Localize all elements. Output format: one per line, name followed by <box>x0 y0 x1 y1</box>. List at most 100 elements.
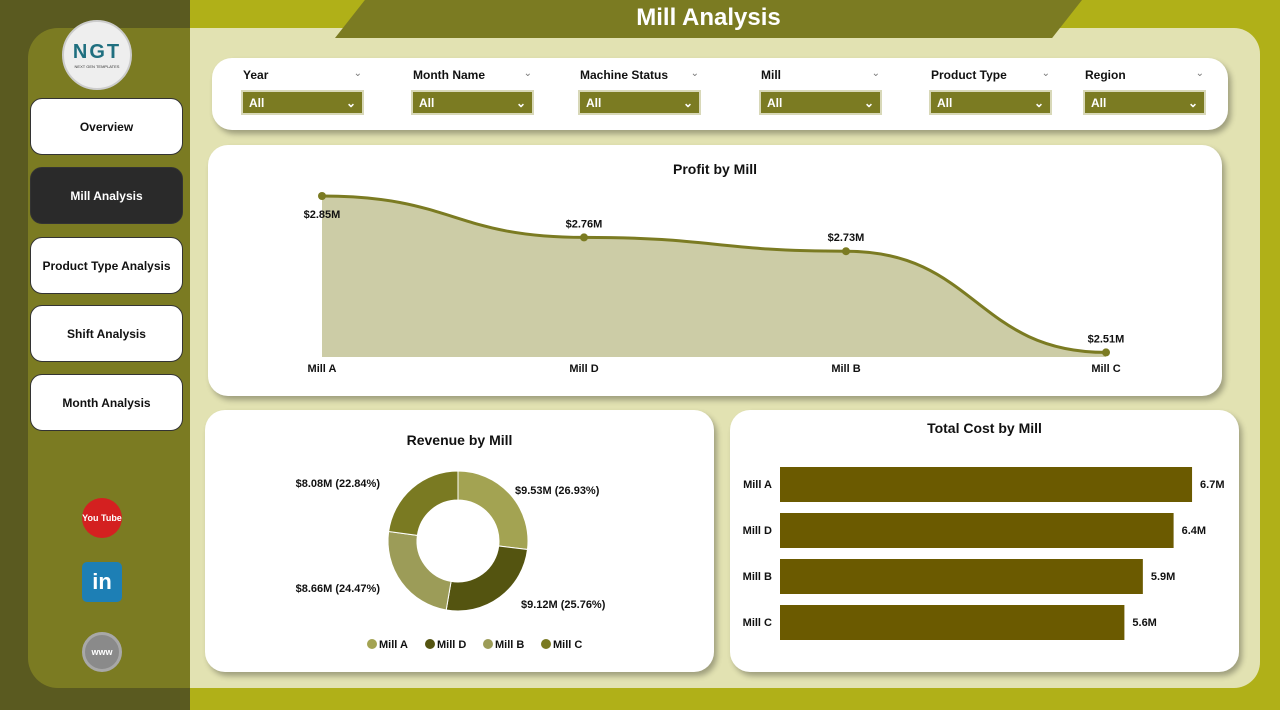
x-tick-label: Mill D <box>569 363 598 375</box>
data-label: $9.12M (25.76%) <box>521 599 606 611</box>
data-label: $8.08M (22.84%) <box>296 478 381 490</box>
logo-text: NGT <box>72 41 122 63</box>
filter-label: Month Name ⌄ <box>411 68 536 82</box>
x-tick-label: Mill C <box>1091 363 1120 375</box>
chevron-down-icon[interactable]: ⌄ <box>523 68 532 79</box>
chevron-down-icon: ⌄ <box>682 95 693 110</box>
bar-mill-a <box>780 467 1193 502</box>
profit-line <box>321 194 1107 354</box>
nav-month-analysis[interactable]: Month Analysis <box>30 374 183 431</box>
revenue-chart: $9.53M (26.93%) $9.12M (25.76%) $8.66M (24… <box>296 470 606 651</box>
data-label: $9.53M (26.93%) <box>515 485 600 497</box>
filter-label: Product Type ⌄ <box>929 68 1054 82</box>
filter-product-type: Product Type ⌄ All ⌄ <box>929 68 1054 115</box>
chevron-down-icon[interactable]: ⌄ <box>690 68 699 79</box>
filter-month-name: Month Name ⌄ All ⌄ <box>411 68 536 115</box>
filter-label-text: Product Type <box>931 68 1007 82</box>
chevron-down-icon: ⌄ <box>515 95 526 110</box>
filter-value: All <box>249 95 265 110</box>
total-cost-by-mill-card: Total Cost by Mill Mill A 6.7M Mill D 6.4M M… <box>730 410 1239 672</box>
data-point-0 <box>318 192 326 200</box>
filter-label: Mill ⌄ <box>759 68 884 82</box>
donut-slice-mill-a <box>457 470 529 551</box>
data-point-3 <box>1102 348 1110 357</box>
linkedin-icon[interactable]: in <box>82 562 122 602</box>
filter-label-text: Region <box>1085 68 1126 82</box>
cost-chart-title: Total Cost by Mill <box>927 420 1042 436</box>
y-tick-label: Mill A <box>743 479 772 491</box>
filter-dropdown[interactable]: All ⌄ <box>929 90 1052 115</box>
filter-dropdown[interactable]: All ⌄ <box>578 90 701 115</box>
logo-subtitle: NEXT GEN TEMPLATES <box>74 64 120 69</box>
data-label: 6.4M <box>1182 525 1206 537</box>
data-point-2 <box>842 247 850 256</box>
filter-label-text: Month Name <box>413 68 485 82</box>
chevron-down-icon[interactable]: ⌄ <box>1195 68 1204 79</box>
filter-value: All <box>767 95 783 110</box>
chevron-down-icon[interactable]: ⌄ <box>1041 68 1050 79</box>
filter-dropdown[interactable]: All ⌄ <box>759 90 882 115</box>
filter-dropdown[interactable]: All ⌄ <box>411 90 534 115</box>
data-label: $2.51M <box>1088 333 1125 345</box>
filter-machine-status: Machine Status ⌄ All ⌄ <box>578 68 703 115</box>
chevron-down-icon[interactable]: ⌄ <box>353 68 362 79</box>
filter-mill: Mill ⌄ All ⌄ <box>759 68 884 115</box>
filter-dropdown[interactable]: All ⌄ <box>1083 90 1206 115</box>
bar-mill-b <box>780 559 1143 594</box>
chevron-down-icon: ⌄ <box>345 95 356 110</box>
filter-label-text: Year <box>243 68 269 82</box>
revenue-chart-title: Revenue by Mill <box>406 432 513 448</box>
page-title: Mill Analysis <box>636 4 781 31</box>
profit-chart: $2.85M Mill A $2.76M Mill D $2.73M Mill B $2.5… <box>304 192 1125 375</box>
data-label: $2.73M <box>828 232 865 244</box>
nav-overview[interactable]: Overview <box>30 98 183 155</box>
filter-value: All <box>419 95 435 110</box>
filter-year: Year ⌄ All ⌄ <box>241 68 366 115</box>
filter-value: All <box>586 95 602 110</box>
filter-label-text: Mill <box>761 68 781 82</box>
nav-mill-analysis[interactable]: Mill Analysis <box>30 167 183 224</box>
profit-chart-title: Profit by Mill <box>673 161 757 177</box>
legend-label: Mill C <box>553 639 582 651</box>
y-tick-label: Mill B <box>743 571 772 583</box>
logo: NGT NEXT GEN TEMPLATES <box>62 20 132 90</box>
data-label: 5.6M <box>1132 617 1156 629</box>
globe-icon[interactable]: www <box>82 632 122 672</box>
x-tick-label: Mill B <box>831 363 860 375</box>
filter-label: Region ⌄ <box>1083 68 1208 82</box>
x-tick-label: Mill A <box>308 363 337 375</box>
bar-mill-c <box>780 605 1125 640</box>
legend-swatch <box>483 639 493 649</box>
legend-swatch <box>425 639 435 649</box>
filter-value: All <box>1091 95 1107 110</box>
profit-by-mill-card: Profit by Mill $2.85M Mill A $2.76M Mill D $… <box>208 145 1222 396</box>
nav-product-type-analysis[interactable]: Product Type Analysis <box>30 237 183 294</box>
data-label: 5.9M <box>1151 571 1175 583</box>
y-tick-label: Mill C <box>743 617 772 629</box>
nav-shift-analysis[interactable]: Shift Analysis <box>30 305 183 362</box>
legend-swatch <box>541 639 551 649</box>
filter-dropdown[interactable]: All ⌄ <box>241 90 364 115</box>
legend-swatch <box>367 639 377 649</box>
youtube-icon[interactable]: You Tube <box>82 498 122 538</box>
legend-label: Mill A <box>379 639 408 651</box>
chevron-down-icon: ⌄ <box>863 95 874 110</box>
filter-label-text: Machine Status <box>580 68 669 82</box>
data-point-1 <box>580 233 588 242</box>
data-label: $2.85M <box>304 209 341 221</box>
chevron-down-icon[interactable]: ⌄ <box>871 68 880 79</box>
title-banner: Mill Analysis <box>335 0 1082 38</box>
donut-slice-mill-d <box>445 545 529 612</box>
profit-area <box>322 196 1106 357</box>
cost-chart: Mill A 6.7M Mill D 6.4M Mill B 5.9M Mill C 5.6M <box>743 467 1225 640</box>
legend-label: Mill B <box>495 639 524 651</box>
filter-value: All <box>937 95 953 110</box>
filter-label: Year ⌄ <box>241 68 366 82</box>
data-label: $2.76M <box>566 218 603 230</box>
donut-slice-mill-c <box>388 470 459 536</box>
legend-label: Mill D <box>437 639 466 651</box>
chevron-down-icon: ⌄ <box>1187 95 1198 110</box>
donut-slice-mill-b <box>387 530 452 611</box>
data-label: $8.66M (24.47%) <box>296 583 381 595</box>
filter-label: Machine Status ⌄ <box>578 68 703 82</box>
